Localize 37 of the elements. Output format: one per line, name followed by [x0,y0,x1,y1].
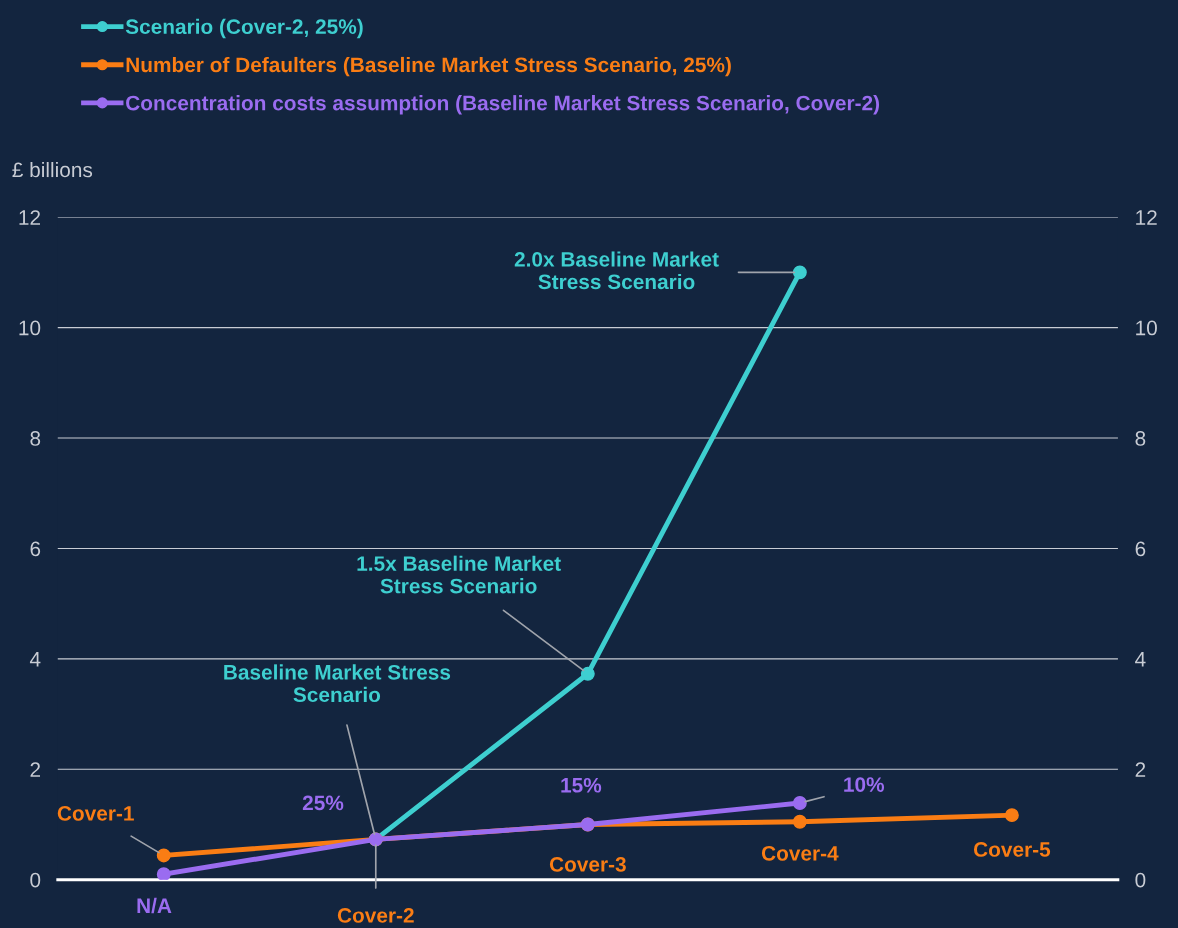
annotation: 15% [561,777,602,793]
data-label: N/A [137,897,172,914]
point [1004,808,1019,823]
y2-tick-label: 4 [1135,652,1146,667]
data-label: Cover-5 [973,842,1051,857]
y2-tick-label: 6 [1135,541,1146,557]
point [792,796,807,810]
y-axis-title: £ billions [12,161,93,178]
data-label: Cover-3 [549,857,626,872]
y2-tick-label: 10 [1136,320,1157,336]
legend-label: Concentration costs assumption (Baseline Market Stress Scenario, Cover-2) [126,95,880,115]
point [156,867,171,880]
point [792,814,807,829]
legend-label: Scenario (Cover-2, 25%) [125,18,363,39]
y-tick-label: 6 [30,541,41,557]
y-tick-label: 4 [29,652,41,667]
data-label: Cover-2 [337,908,414,923]
data-label: Cover-1 [57,806,134,821]
point [156,848,171,863]
y-tick-label: 0 [30,872,41,888]
y-tick-label: 8 [30,431,41,446]
y2-tick-label: 12 [1136,210,1157,225]
annotation: 10% [844,777,885,792]
data-label: Baseline Market Stress Scenario [224,664,451,703]
point [580,666,595,681]
data-label: 1.5x Baseline Market Stress Scenario [357,555,561,594]
data-label: Cover-4 [761,845,839,861]
y2-tick-label: 8 [1135,431,1146,446]
data-label: 2.0x Baseline Market Stress Scenario [514,251,719,290]
legend-label: Number of Defaulters (Baseline Market Stress Scenario, 25%) [126,56,731,77]
y2-tick-label: 0 [1135,872,1146,888]
y-tick-label: 2 [30,762,41,777]
y-tick-label: 12 [19,210,41,225]
y-tick-label: 10 [19,320,41,336]
point [792,265,807,280]
y2-tick-label: 2 [1135,762,1146,777]
annotation: 25% [302,795,344,811]
